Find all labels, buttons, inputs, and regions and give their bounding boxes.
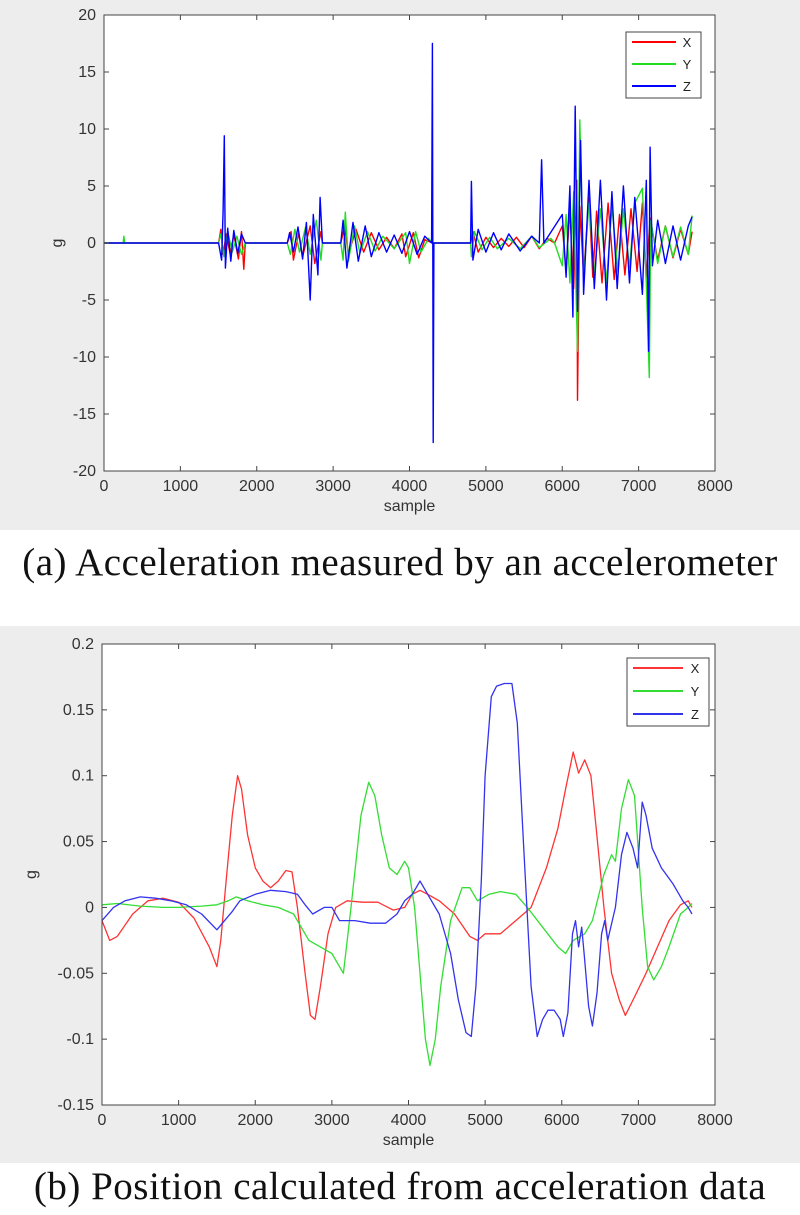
series-line-z [101,682,693,1038]
x-tick-label: 4000 [392,478,428,495]
legend-label-y: Y [683,57,692,72]
y-tick-label: -0.15 [58,1097,95,1114]
legend-label-y: Y [691,684,700,699]
x-tick-label: 6000 [544,478,580,495]
x-tick-label: 0 [100,478,109,495]
chart-a: 0 1000 2000 3000 4000 5000 6000 7000 8000 -20 -15 -… [49,7,733,515]
x-axis-label: sample [383,1132,435,1149]
series-line-z [104,42,693,444]
legend-label-z: Z [683,79,691,94]
y-tick-label: -0.05 [58,965,95,982]
chart-panel-b: 0 1000 2000 3000 4000 5000 6000 7000 8000 -0.15 -0… [0,626,800,1163]
x-tick-label: 2000 [239,478,275,495]
plot-area [102,644,715,1105]
x-tick-label: 4000 [391,1112,427,1129]
x-tick-label: 3000 [315,478,351,495]
x-tick-label: 5000 [468,478,504,495]
x-tick-label: 7000 [621,478,657,495]
y-tick-label: -5 [82,292,96,309]
x-tick-label: 0 [98,1112,107,1129]
legend-label-x: X [691,661,700,676]
chart-b: 0 1000 2000 3000 4000 5000 6000 7000 8000 -0.15 -0… [23,636,733,1149]
y-tick-label: -0.1 [66,1031,94,1048]
series-line-x [101,751,693,1021]
y-tick-label: 0 [85,899,94,916]
x-tick-label: 8000 [697,1112,733,1129]
y-axis-label: g [23,870,40,879]
series-line-y [101,779,693,1067]
x-tick-label: 1000 [163,478,199,495]
y-tick-label: -15 [73,406,96,423]
x-axis-label: sample [384,498,436,515]
chart-panel-a: 0 1000 2000 3000 4000 5000 6000 7000 8000 -20 -15 -… [0,0,800,530]
x-tick-label: 7000 [621,1112,657,1129]
y-tick-label: 0.2 [72,636,94,653]
legend-label-x: X [683,35,692,50]
x-tick-label: 8000 [697,478,733,495]
caption-a: (a) Acceleration measured by an accelero… [22,541,778,584]
y-tick-label: -10 [73,349,96,366]
y-axis-label: g [49,239,66,248]
y-tick-label: 5 [87,178,96,195]
y-tick-label: 10 [78,121,96,138]
y-tick-label: 0.1 [72,768,94,785]
y-tick-label: -20 [73,463,96,480]
x-tick-label: 6000 [544,1112,580,1129]
y-tick-label: 0.15 [63,702,94,719]
x-tick-label: 1000 [161,1112,197,1129]
x-tick-label: 2000 [237,1112,273,1129]
y-tick-label: 15 [78,64,96,81]
x-tick-label: 5000 [467,1112,503,1129]
caption-b: (b) Position calculated from acceleratio… [33,1165,767,1208]
legend-label-z: Z [691,707,699,722]
x-tick-label: 3000 [314,1112,350,1129]
y-tick-label: 0 [87,235,96,252]
y-tick-label: 0.05 [63,834,94,851]
y-tick-label: 20 [78,7,96,24]
